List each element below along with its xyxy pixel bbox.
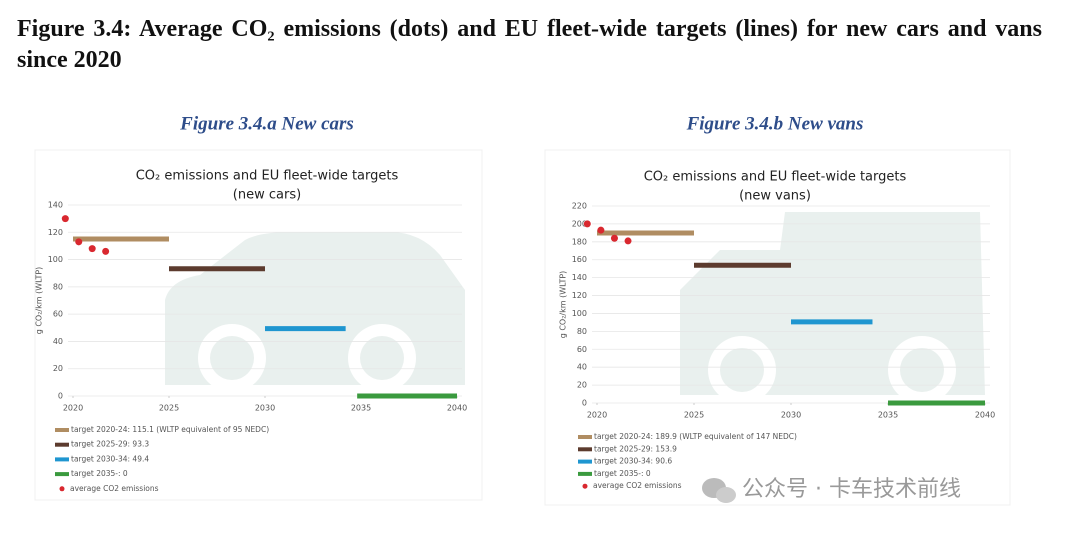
y-tick-label: 0	[582, 399, 587, 408]
legend-label: average CO2 emissions	[70, 484, 159, 493]
emission-dot	[610, 234, 618, 242]
chart-subtitle: (new vans)	[739, 189, 811, 204]
legend-label: target 2030-34: 90.6	[594, 457, 672, 466]
x-tick-label: 2030	[781, 411, 801, 420]
emission-dot	[75, 238, 83, 246]
x-tick-label: 2020	[587, 411, 607, 420]
caption: Figure 3.4.b New vans	[686, 113, 864, 134]
emission-dot	[597, 226, 605, 234]
x-tick-label: 2040	[447, 404, 467, 413]
legend-label: target 2025-29: 93.3	[71, 440, 149, 449]
x-tick-label: 2025	[684, 411, 704, 420]
wechat-icon	[702, 478, 736, 503]
legend-label: target 2020-24: 115.1 (WLTP equivalent o…	[71, 425, 269, 434]
y-tick-label: 120	[572, 291, 587, 300]
x-tick-label: 2025	[159, 404, 179, 413]
legend-swatch	[59, 486, 65, 492]
x-tick-label: 2020	[63, 404, 83, 413]
x-tick-label: 2035	[351, 404, 371, 413]
chart-title: CO₂ emissions and EU fleet-wide targets	[136, 169, 399, 184]
emission-dot	[88, 245, 96, 253]
chart-subtitle: (new cars)	[233, 188, 301, 203]
figure-title: Figure 3.4: Average CO₂ emissions (dots)…	[17, 16, 1042, 73]
legend-label: target 2025-29: 153.9	[594, 444, 677, 453]
y-axis-label: g CO₂/km (WLTP)	[35, 267, 44, 335]
y-tick-label: 140	[572, 273, 587, 282]
x-tick-label: 2035	[878, 411, 898, 420]
legend-label: target 2035-: 0	[594, 469, 651, 478]
legend-label: average CO2 emissions	[593, 481, 682, 490]
y-tick-label: 20	[53, 364, 63, 373]
y-tick-label: 100	[572, 309, 587, 318]
emission-dot	[102, 247, 110, 255]
y-tick-label: 140	[48, 201, 63, 210]
y-tick-label: 200	[572, 219, 587, 228]
y-tick-label: 80	[53, 282, 63, 291]
y-tick-label: 40	[53, 337, 63, 346]
y-tick-label: 180	[572, 237, 587, 246]
emission-dot	[61, 215, 69, 223]
y-tick-label: 220	[572, 202, 587, 211]
x-tick-label: 2030	[255, 404, 275, 413]
legend-swatch	[582, 483, 588, 489]
legend-label: target 2030-34: 49.4	[71, 454, 149, 463]
watermark: 公众号 · 卡车技术前线	[742, 477, 961, 502]
y-tick-label: 120	[48, 228, 63, 237]
legend-label: target 2035-: 0	[71, 469, 128, 478]
y-tick-label: 40	[577, 363, 587, 372]
caption: Figure 3.4.a New cars	[179, 113, 354, 134]
y-tick-label: 60	[53, 310, 63, 319]
y-tick-label: 20	[577, 381, 587, 390]
y-tick-label: 100	[48, 255, 63, 264]
legend-label: target 2020-24: 189.9 (WLTP equivalent o…	[594, 432, 797, 441]
y-tick-label: 160	[572, 255, 587, 264]
y-tick-label: 0	[58, 392, 63, 401]
chart-title: CO₂ emissions and EU fleet-wide targets	[644, 170, 907, 185]
emission-dot	[624, 237, 632, 245]
y-tick-label: 60	[577, 345, 587, 354]
y-tick-label: 80	[577, 327, 587, 336]
emission-dot	[583, 220, 591, 228]
y-axis-label: g CO₂/km (WLTP)	[559, 271, 568, 339]
x-tick-label: 2040	[975, 411, 995, 420]
